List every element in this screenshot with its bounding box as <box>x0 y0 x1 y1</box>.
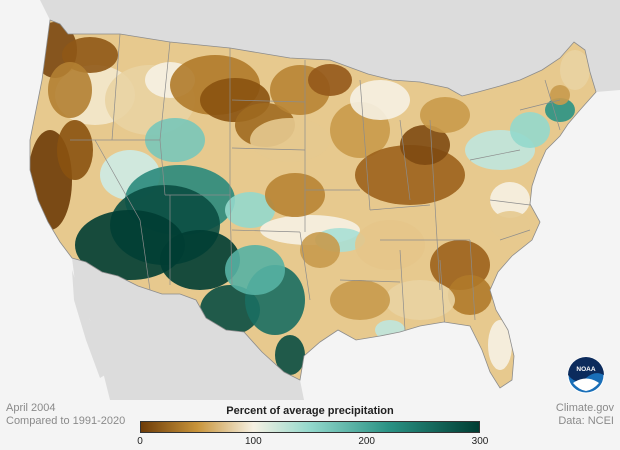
precip-blob <box>488 320 512 370</box>
precip-blob <box>200 285 260 335</box>
canada-land <box>0 0 620 96</box>
legend-color-bar <box>140 421 480 433</box>
precip-blob <box>355 220 425 270</box>
precip-blob <box>308 64 352 96</box>
state-boundary <box>299 231 311 301</box>
state-boundaries <box>70 33 561 331</box>
precip-blob <box>510 112 550 148</box>
precip-blob <box>75 210 185 280</box>
state-boundary <box>399 119 411 201</box>
state-boundary <box>229 194 233 286</box>
state-boundary <box>339 279 401 283</box>
precip-blob <box>400 125 450 165</box>
state-boundary <box>139 219 151 291</box>
state-boundary <box>231 99 306 103</box>
baja-peninsula <box>72 270 110 378</box>
state-boundary <box>429 119 436 206</box>
state-boundary <box>231 229 301 233</box>
state-boundary <box>434 204 441 291</box>
precip-blob <box>375 320 405 340</box>
precip-blob <box>385 280 455 320</box>
state-boundary <box>519 99 561 111</box>
state-boundary <box>159 139 166 196</box>
caption-baseline: Compared to 1991-2020 <box>6 415 126 427</box>
legend-title: Percent of average precipitation <box>226 405 394 417</box>
precip-blob <box>420 97 470 133</box>
precip-blob <box>48 62 92 118</box>
state-boundary <box>369 204 431 211</box>
precipitation-map <box>0 0 620 400</box>
state-boundary <box>94 139 141 221</box>
state-boundary <box>499 229 531 241</box>
state-boundary <box>359 79 371 211</box>
state-boundary <box>159 41 171 141</box>
precip-blob <box>490 182 530 218</box>
noaa-logo-text: NOAA <box>576 366 595 373</box>
precip-blob <box>57 120 93 180</box>
state-boundary <box>469 239 476 321</box>
precip-blob <box>330 280 390 320</box>
neighbor-land <box>0 0 620 400</box>
state-boundary <box>439 259 446 331</box>
legend-tick-label: 100 <box>244 436 262 447</box>
precip-blob <box>265 173 325 217</box>
state-boundary <box>111 33 121 141</box>
state-boundary <box>489 199 531 206</box>
caption-source-data: Data: NCEI <box>558 415 614 427</box>
precip-blob <box>550 85 570 105</box>
precip-blob <box>160 230 240 290</box>
caption-left: April 2004 Compared to 1991-2020 <box>6 402 125 428</box>
precip-blob <box>350 80 410 120</box>
precip-blob <box>448 275 492 315</box>
caption-source-site: Climate.gov <box>555 402 614 414</box>
state-boundary <box>469 149 521 161</box>
legend-tick-label: 200 <box>358 436 375 447</box>
state-boundary <box>399 249 406 331</box>
precip-blob <box>225 245 285 295</box>
precip-blob <box>560 50 590 90</box>
mexico-land <box>72 258 304 400</box>
precip-blob <box>145 118 205 162</box>
precip-blob <box>275 335 305 375</box>
caption-month: April 2004 <box>6 402 56 414</box>
precip-blob <box>250 118 330 162</box>
legend-tick-label: 0 <box>137 436 143 447</box>
caption-right: Climate.gov Data: NCEI <box>556 402 614 428</box>
state-boundary <box>544 79 561 131</box>
noaa-logo-icon: NOAA <box>567 356 605 394</box>
precip-blob <box>490 211 530 239</box>
legend-tick-label: 300 <box>471 436 489 447</box>
state-boundary <box>231 147 306 151</box>
precip-blob <box>300 232 340 268</box>
precip-blob <box>225 192 275 228</box>
